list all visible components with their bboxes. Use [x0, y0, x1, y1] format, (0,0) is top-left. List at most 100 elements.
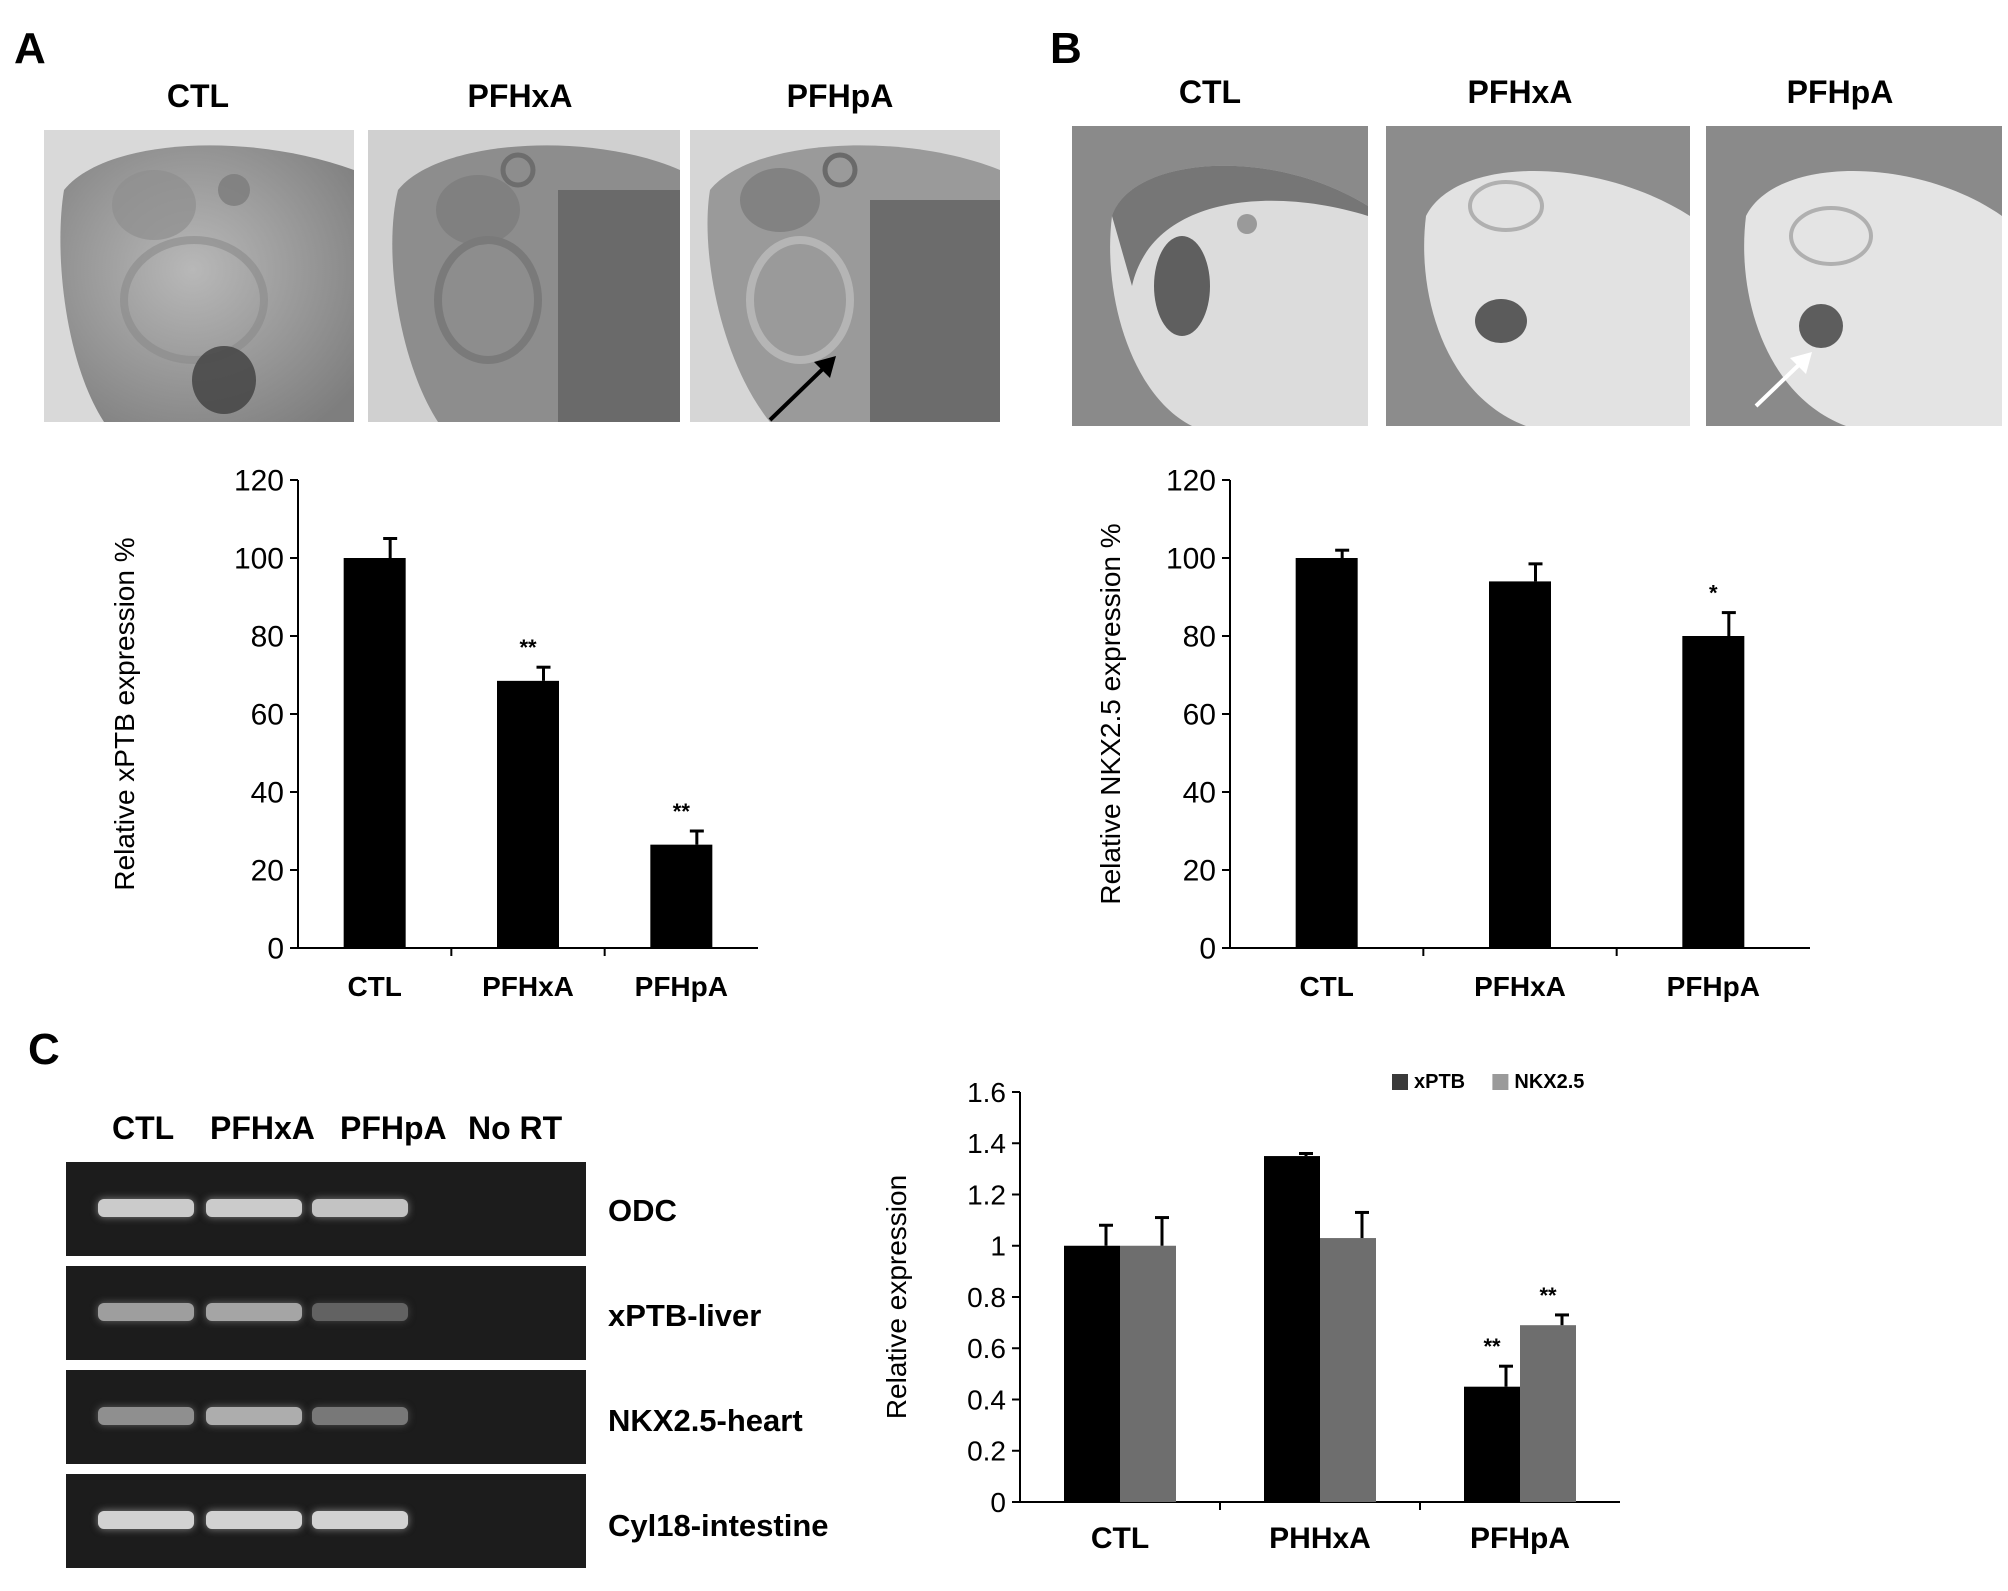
panel-letter-c: C: [28, 1025, 60, 1074]
gel-band: [312, 1407, 408, 1425]
y-tick-label: 100: [1166, 543, 1216, 576]
gel-row-label-odc: ODC: [608, 1193, 677, 1228]
y-tick-label: 100: [234, 543, 284, 576]
significance-label: *: [1709, 581, 1718, 606]
chart-a: 0 20 40 60 80 100 120 Relative xPTB expression …: [109, 465, 758, 1002]
x-tick-label: CTL: [347, 971, 401, 1002]
gel-strip: [66, 1162, 586, 1256]
y-axis-label: Relative NKX2.5 expression %: [1095, 523, 1126, 904]
gel-image: [66, 1162, 586, 1572]
photo-title-b-pfhpa: PFHpA: [1786, 74, 1894, 110]
x-tick-label: CTL: [1091, 1522, 1149, 1555]
gel-lane-label-pfhpa: PFHpA: [340, 1110, 447, 1146]
gel-band: [312, 1511, 408, 1529]
legend-swatch: [1492, 1074, 1509, 1090]
gel-band: [312, 1303, 408, 1321]
bar: [343, 558, 406, 948]
y-tick-label: 1.4: [967, 1128, 1006, 1159]
photo-title-b-ctl: CTL: [1178, 74, 1242, 110]
gel-band: [98, 1303, 194, 1321]
x-tick-label: PFHxA: [482, 971, 574, 1002]
embryo-photo-b-pfhxa: [1386, 126, 1690, 426]
significance-label: **: [1483, 1334, 1501, 1359]
y-tick-label: 120: [1166, 465, 1216, 498]
embryo-photo-a-pfhxa: [368, 130, 680, 422]
legend-swatch: [1392, 1074, 1408, 1090]
bar: [650, 844, 713, 948]
y-tick-label: 0: [990, 1487, 1006, 1518]
panel-letter-a: A: [14, 24, 46, 73]
gel-band: [206, 1407, 302, 1425]
x-tick-label: PFHpA: [1667, 971, 1760, 1002]
gel-strip: [66, 1474, 586, 1568]
embryo-photo-b-ctl: [1072, 126, 1368, 426]
y-tick-label: 0.8: [967, 1282, 1006, 1313]
y-tick-label: 80: [251, 621, 284, 654]
bar: [1295, 558, 1358, 948]
y-tick-label: 0.2: [967, 1436, 1006, 1467]
legend-label: NKX2.5: [1514, 1071, 1584, 1093]
significance-label: **: [519, 635, 537, 660]
y-tick-label: 40: [251, 777, 284, 810]
bar: [1120, 1245, 1176, 1502]
gel-band: [206, 1303, 302, 1321]
y-tick-label: 0: [1199, 933, 1216, 966]
photo-title-a-ctl: CTL: [166, 78, 230, 114]
x-tick-label: CTL: [1299, 971, 1353, 1002]
gel-row-label-xptb-liver: xPTB-liver: [608, 1298, 762, 1333]
y-tick-label: 60: [251, 699, 284, 732]
y-axis-label: Relative xPTB expression %: [109, 537, 140, 890]
arrow-b: [1754, 356, 1808, 408]
gel-strip: [66, 1266, 586, 1360]
y-tick-label: 1.6: [967, 1077, 1006, 1108]
photo-title-a-pfhxa: PFHxA: [467, 78, 573, 114]
y-tick-label: 40: [1183, 777, 1216, 810]
x-tick-label: PHHxA: [1269, 1522, 1371, 1555]
chart-c: 0 0.2 0.4 0.6 0.8 1 1.2 1.4 1.6 Relative expressi…: [881, 1071, 1620, 1555]
y-tick-label: 60: [1183, 699, 1216, 732]
bar: [1682, 636, 1745, 948]
gel-band: [206, 1199, 302, 1217]
embryo-photo-b-pfhpa: [1706, 126, 2002, 426]
bar: [497, 680, 559, 948]
y-axis-label: Relative expression: [881, 1175, 912, 1419]
photo-title-b-pfhxa: PFHxA: [1467, 74, 1573, 110]
bar: [1264, 1156, 1320, 1502]
significance-label: **: [673, 799, 691, 824]
x-tick-label: PFHpA: [635, 971, 728, 1002]
significance-label: **: [1539, 1283, 1557, 1308]
y-tick-label: 0: [267, 933, 284, 966]
gel-strip: [66, 1370, 586, 1464]
photo-title-a-pfhpa: PFHpA: [786, 78, 894, 114]
gel-band: [312, 1199, 408, 1217]
y-tick-label: 20: [1183, 855, 1216, 888]
gel-band: [98, 1199, 194, 1217]
legend-label: xPTB: [1414, 1071, 1465, 1093]
y-tick-label: 0.4: [967, 1384, 1006, 1415]
gel-lane-label-pfhxa: PFHxA: [210, 1110, 315, 1146]
gel-band: [98, 1511, 194, 1529]
chart-b: 0 20 40 60 80 100 120 Relative NKX2.5 expressio…: [1095, 465, 1810, 1002]
arrow-a: [768, 360, 832, 422]
y-tick-label: 80: [1183, 621, 1216, 654]
y-tick-label: 1.2: [967, 1179, 1006, 1210]
y-tick-label: 120: [234, 465, 284, 498]
y-tick-label: 0.6: [967, 1333, 1006, 1364]
bar: [1064, 1245, 1120, 1502]
x-tick-label: PFHxA: [1474, 971, 1566, 1002]
bar: [1489, 581, 1551, 948]
bar: [1464, 1386, 1520, 1502]
y-tick-label: 20: [251, 855, 284, 888]
y-tick-label: 1: [990, 1231, 1006, 1262]
x-tick-label: PFHpA: [1470, 1522, 1570, 1555]
bar: [1520, 1325, 1576, 1502]
gel-lane-label-ctl: CTL: [112, 1110, 175, 1146]
gel-lane-label-no-rt: No RT: [468, 1110, 563, 1146]
gel-band: [206, 1511, 302, 1529]
panel-letter-b: B: [1050, 24, 1082, 73]
embryo-photo-a-ctl: [44, 130, 354, 422]
gel-row-label-nkx25-heart: NKX2.5-heart: [608, 1403, 803, 1438]
gel-band: [98, 1407, 194, 1425]
bar: [1320, 1238, 1376, 1502]
gel-row-label-cyl18-intestine: Cyl18-intestine: [608, 1508, 829, 1543]
